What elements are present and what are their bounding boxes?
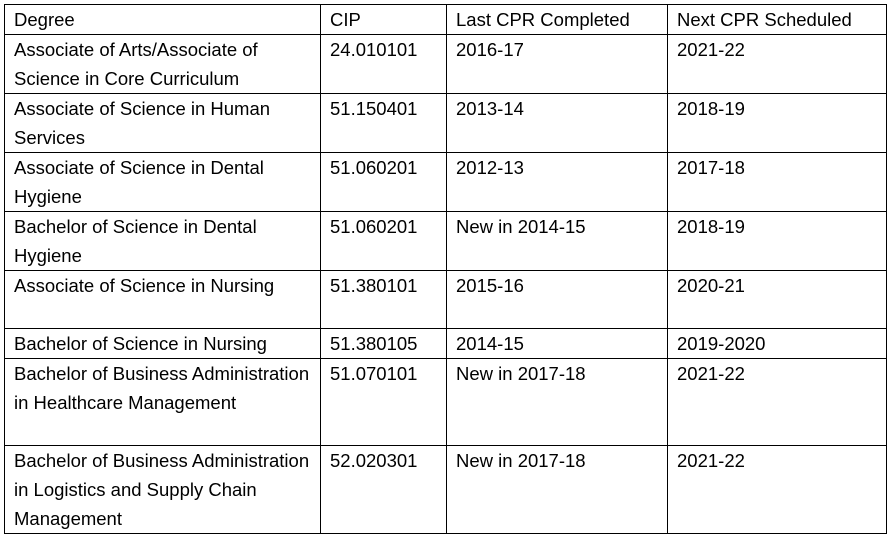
header-cell: Degree — [4, 4, 321, 35]
table-row: Associate of Arts/Associate of Science i… — [4, 34, 887, 94]
table-body: Degree CIP Last CPR Completed Next CPR Sche… — [4, 4, 887, 534]
table-cell: 2012-13 — [446, 152, 668, 212]
table-cell: Associate of Arts/Associate of Science i… — [4, 34, 321, 94]
table-cell: 2019-2020 — [667, 328, 887, 359]
table-row: Associate of Science in Nursing 51.380101… — [4, 270, 887, 329]
table-cell: 2021-22 — [667, 358, 887, 446]
header-row: Degree CIP Last CPR Completed Next CPR Sche… — [4, 4, 887, 35]
table-cell: 51.380101 — [320, 270, 447, 329]
table-cell: 24.010101 — [320, 34, 447, 94]
table-cell: 2018-19 — [667, 93, 887, 153]
table-cell: 2021-22 — [667, 445, 887, 534]
table-cell: 51.150401 — [320, 93, 447, 153]
table-cell: 2021-22 — [667, 34, 887, 94]
table-cell: 2020-21 — [667, 270, 887, 329]
table-row: Bachelor of Business Administration in L… — [4, 445, 887, 534]
table-cell: 51.060201 — [320, 152, 447, 212]
table-cell: Associate of Science in Nursing — [4, 270, 321, 329]
header-cell: Last CPR Completed — [446, 4, 668, 35]
table-cell: 2015-16 — [446, 270, 668, 329]
table-row: Bachelor of Science in Nursing 51.380105 2… — [4, 328, 887, 359]
header-cell: Next CPR Scheduled — [667, 4, 887, 35]
table-cell: Associate of Science in Dental Hygiene — [4, 152, 321, 212]
table-cell: Bachelor of Business Administration in L… — [4, 445, 321, 534]
table-cell: 51.380105 — [320, 328, 447, 359]
table-cell: New in 2017-18 — [446, 445, 668, 534]
table-cell: Bachelor of Business Administration in H… — [4, 358, 321, 446]
table-cell: 2016-17 — [446, 34, 668, 94]
table-cell: 52.020301 — [320, 445, 447, 534]
table-cell: Bachelor of Science in Nursing — [4, 328, 321, 359]
table-cell: New in 2014-15 — [446, 211, 668, 271]
table-cell: Associate of Science in Human Services — [4, 93, 321, 153]
table-row: Bachelor of Science in Dental Hygiene 51.… — [4, 211, 887, 271]
table-row: Associate of Science in Human Services 51… — [4, 93, 887, 153]
table-cell: 2014-15 — [446, 328, 668, 359]
table-cell: 51.060201 — [320, 211, 447, 271]
table-cell: New in 2017-18 — [446, 358, 668, 446]
table-cell: 2013-14 — [446, 93, 668, 153]
table-cell: 2017-18 — [667, 152, 887, 212]
table-cell: 51.070101 — [320, 358, 447, 446]
header-cell: CIP — [320, 4, 447, 35]
table-cell: 2018-19 — [667, 211, 887, 271]
table-cell: Bachelor of Science in Dental Hygiene — [4, 211, 321, 271]
table-row: Bachelor of Business Administration in H… — [4, 358, 887, 446]
table-row: Associate of Science in Dental Hygiene 51… — [4, 152, 887, 212]
cpr-table: Degree CIP Last CPR Completed Next CPR Sche… — [4, 4, 887, 534]
